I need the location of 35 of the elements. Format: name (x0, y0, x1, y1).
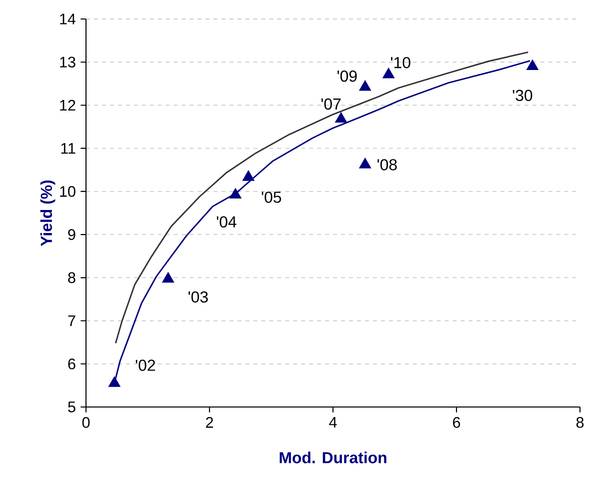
y-tick-label: 10 (60, 186, 76, 197)
annotation: '10 (391, 56, 410, 68)
point (359, 80, 372, 91)
y-tick-label: 12 (60, 100, 76, 111)
x-tick-label: 8 (576, 417, 584, 428)
y-tick-label: 5 (68, 402, 76, 412)
y-tick-label: 13 (60, 56, 76, 68)
point (242, 170, 254, 181)
x-tick-label: 6 (453, 417, 460, 428)
y-tick-label: 9 (68, 229, 76, 240)
x-axis-title: Mod. Duration (280, 452, 386, 464)
annotation: '05 (262, 192, 282, 203)
point (229, 188, 242, 198)
annotation: '02 (136, 360, 155, 371)
annotation: '03 (188, 291, 208, 303)
point (526, 59, 538, 70)
point (162, 272, 174, 283)
y-tick-label: 6 (68, 358, 76, 370)
annotation: '04 (216, 216, 236, 228)
point (359, 158, 372, 168)
annotation: '30 (512, 90, 532, 102)
y-tick-label: 7 (68, 316, 76, 326)
annotation: '07 (321, 98, 341, 110)
point (334, 112, 348, 123)
point (108, 376, 120, 387)
annotation: '09 (338, 70, 357, 82)
y-tick-label: 11 (61, 143, 76, 154)
x-tick-label: 2 (206, 417, 213, 428)
y-axis-title: Yield (%) (40, 180, 56, 246)
x-tick-label: 4 (329, 417, 337, 428)
point (382, 68, 395, 78)
x-tick-label: 0 (82, 417, 90, 428)
annotation: '08 (378, 159, 397, 170)
y-tick-label: 8 (68, 272, 76, 284)
y-tick-label: 14 (60, 14, 76, 24)
